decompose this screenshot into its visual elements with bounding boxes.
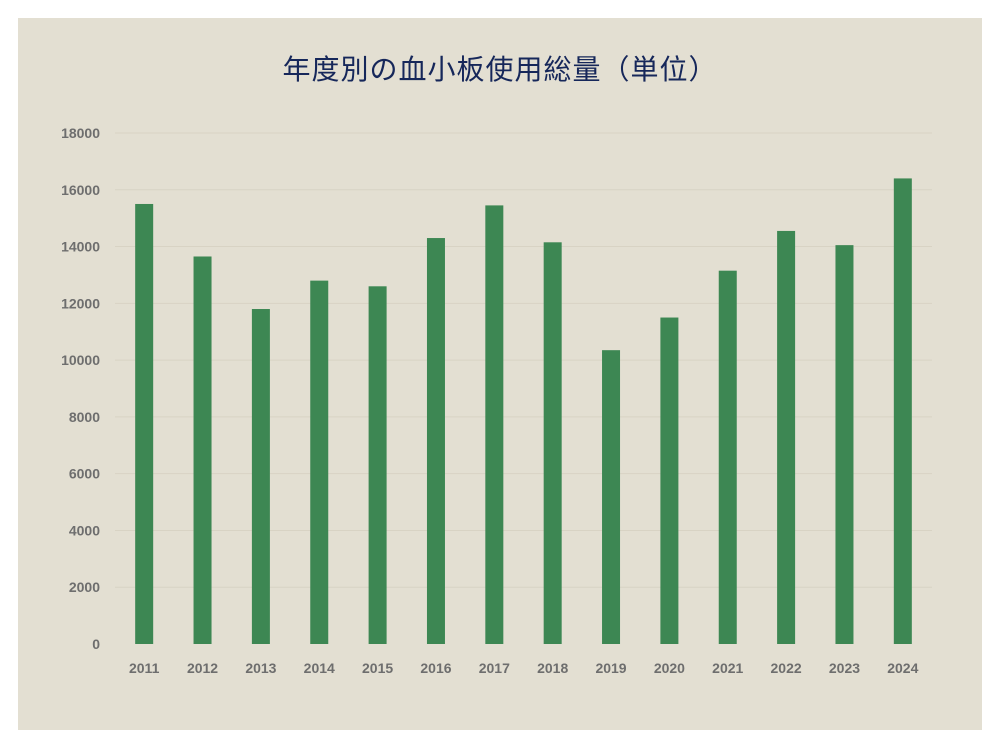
bar-2019 — [602, 350, 621, 644]
x-tick-label: 2016 — [420, 660, 451, 676]
x-tick-label: 2023 — [829, 660, 860, 676]
bar-2016 — [426, 238, 445, 645]
x-tick-label: 2017 — [479, 660, 510, 676]
y-tick-label: 2000 — [69, 579, 100, 595]
x-tick-label: 2024 — [887, 660, 918, 676]
x-axis: 2011 2012 2013 2014 2015 2016 2017 2018 2019 2020… — [129, 660, 919, 676]
x-tick-label: 2022 — [771, 660, 802, 676]
y-tick-label: 18000 — [61, 125, 100, 141]
y-tick-label: 12000 — [61, 295, 100, 311]
y-tick-label: 10000 — [61, 352, 100, 368]
x-tick-label: 2020 — [654, 660, 685, 676]
x-tick-label: 2012 — [187, 660, 218, 676]
bars — [135, 178, 912, 645]
x-tick-label: 2021 — [712, 660, 743, 676]
bar-2023 — [835, 245, 854, 644]
y-tick-label: 6000 — [69, 466, 100, 482]
bar-2013 — [251, 309, 270, 644]
x-tick-label: 2018 — [537, 660, 568, 676]
y-tick-label: 14000 — [61, 239, 100, 255]
y-tick-label: 16000 — [61, 182, 100, 198]
y-tick-label: 8000 — [69, 409, 100, 425]
bar-2017 — [485, 205, 504, 644]
chart-title: 年度別の血小板使用総量（単位） — [282, 53, 718, 86]
x-tick-label: 2013 — [245, 660, 276, 676]
bar-2022 — [777, 230, 796, 645]
y-tick-label: 4000 — [69, 522, 100, 538]
bar-2018 — [543, 242, 562, 644]
bar-2011 — [135, 203, 154, 644]
bar-2014 — [310, 280, 329, 644]
y-axis: 0 2000 4000 6000 8000 10000 12000 14000 16000 180… — [61, 125, 100, 652]
x-tick-label: 2019 — [595, 660, 626, 676]
x-tick-label: 2014 — [304, 660, 335, 676]
grid-layer — [115, 132, 932, 588]
x-tick-label: 2015 — [362, 660, 393, 676]
bar-2021 — [718, 270, 737, 644]
bar-2012 — [193, 256, 212, 644]
bar-2020 — [660, 317, 679, 644]
y-tick-label: 0 — [92, 636, 100, 652]
bar-2024 — [893, 178, 912, 644]
bar-2015 — [368, 286, 387, 644]
x-tick-label: 2011 — [129, 660, 160, 676]
